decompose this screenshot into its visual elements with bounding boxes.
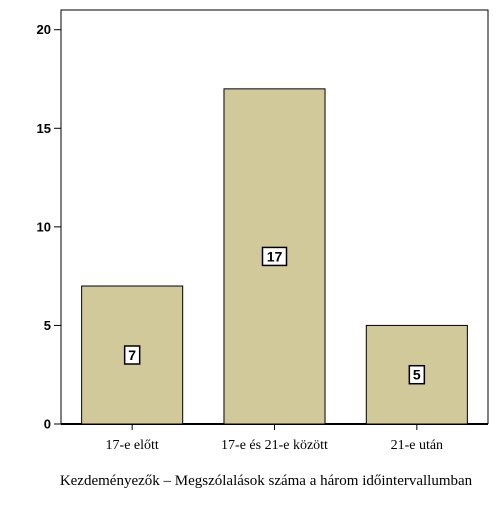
data-label: 5 [413,367,421,383]
data-label-box [408,364,426,385]
data-label: 7 [128,347,136,363]
x-tick-label: 21-e után [391,438,443,453]
data-label-box [261,246,288,267]
y-tick-label: 15 [37,121,51,136]
x-tick-label: 17-e és 21-e között [221,438,328,453]
y-tick-label: 5 [44,318,51,333]
plot-frame [60,9,489,424]
x-tick-label: 17-e előtt [106,438,159,453]
y-tick-label: 0 [44,417,51,432]
data-label-box [123,345,141,365]
y-tick-label: 20 [37,22,51,37]
y-tick-label: 10 [37,219,51,234]
x-axis-label: Kezdeményezők – Megszólalások száma a há… [59,473,473,489]
data-label: 17 [267,248,283,264]
